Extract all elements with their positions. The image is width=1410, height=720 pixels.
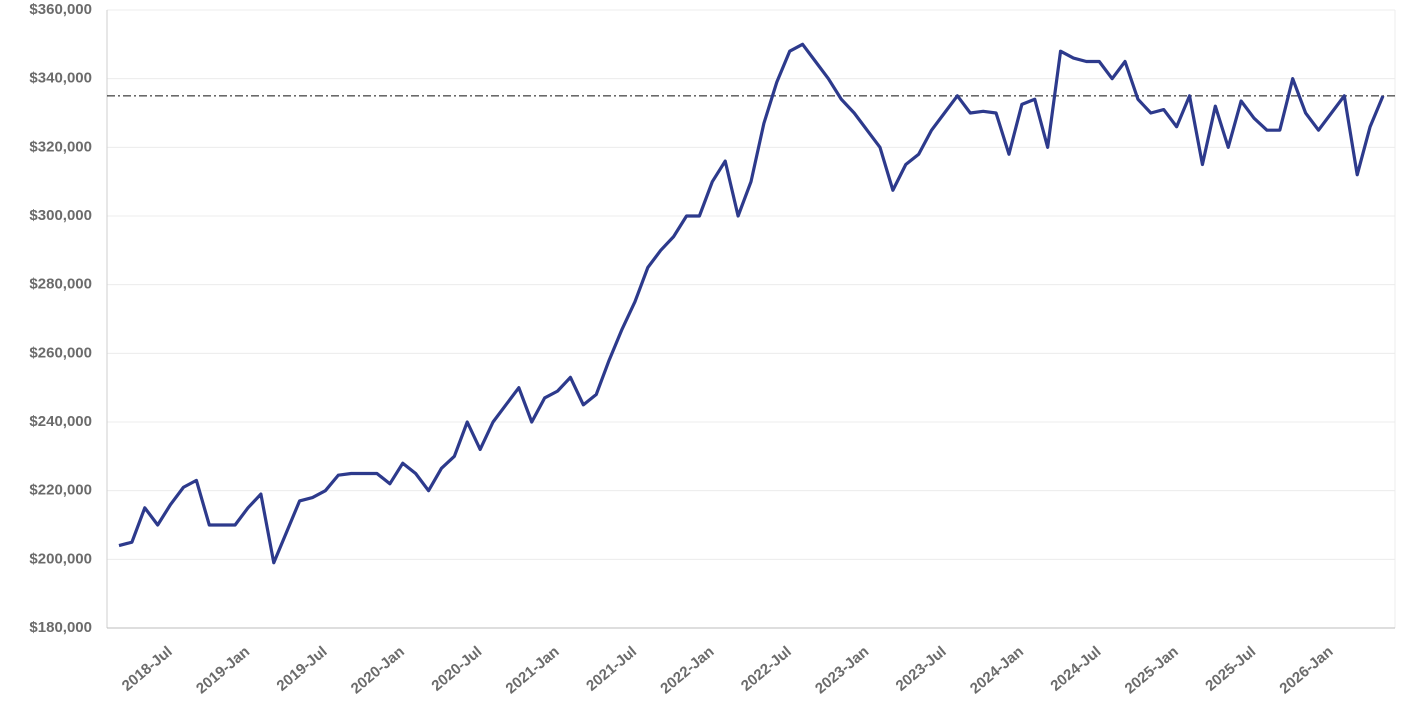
x-tick-label: 2023-Jan (812, 643, 872, 697)
x-tick-label: 2025-Jan (1122, 643, 1182, 697)
y-tick-label: $320,000 (29, 138, 92, 155)
x-tick-label: 2020-Jan (348, 643, 408, 697)
line (118, 42, 1385, 565)
x-tick-label: 2023-Jul (893, 643, 950, 695)
y-tick-label: $220,000 (29, 482, 92, 499)
x-tick-label: 2021-Jul (583, 643, 640, 695)
y-tick-label: $300,000 (29, 207, 92, 224)
y-tick-label: $200,000 (29, 550, 92, 567)
x-tick-label: 2021-Jan (503, 643, 563, 697)
y-tick-label: $280,000 (29, 276, 92, 293)
x-tick-label: 2018-Jul (119, 643, 176, 695)
x-tick-label: 2024-Jan (967, 643, 1027, 697)
y-tick-label: $360,000 (29, 1, 92, 18)
x-tick-label: 2024-Jul (1047, 643, 1104, 695)
x-tick-label: 2026-Jan (1276, 643, 1336, 697)
x-tick-label: 2019-Jul (274, 643, 331, 695)
x-tick-label: 2025-Jul (1202, 643, 1259, 695)
x-tick-label: 2020-Jul (428, 643, 485, 695)
y-tick-label: $260,000 (29, 344, 92, 361)
x-tick-label: 2022-Jul (738, 643, 795, 695)
y-tick-label: $240,000 (29, 413, 92, 430)
y-tick-label: $180,000 (29, 619, 92, 636)
y-tick-label: $340,000 (29, 70, 92, 87)
x-tick-label: 2019-Jan (193, 643, 253, 697)
x-tick-label: 2022-Jan (657, 643, 717, 697)
